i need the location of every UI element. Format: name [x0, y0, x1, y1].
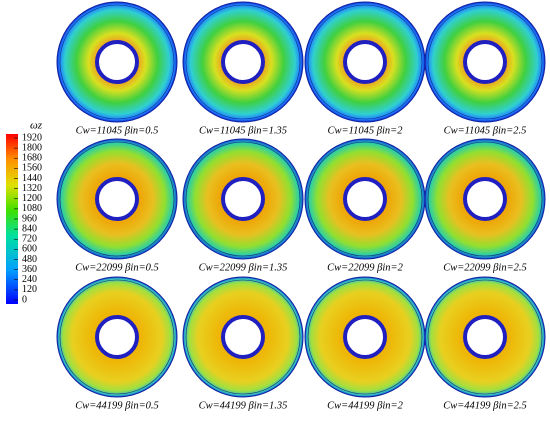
panel-caption: Cw=11045 βin=2.5	[444, 125, 527, 136]
hub	[221, 177, 265, 221]
disk-rim	[307, 141, 423, 257]
panel-caption: Cw=22099 βin=0.5	[75, 262, 159, 273]
disk-rim	[59, 279, 175, 395]
hub	[221, 315, 265, 359]
colorbar-title: ωz	[30, 120, 43, 132]
colorbar-label: 120	[22, 284, 37, 295]
colorbar-label: 480	[22, 254, 37, 265]
colorbar-label: 720	[22, 234, 37, 245]
disk-rim	[185, 141, 301, 257]
panel-caption: Cw=44199 βin=2.5	[443, 400, 527, 411]
colorbar-label: 1920	[22, 132, 42, 143]
panel-caption: Cw=44199 βin=2	[327, 400, 403, 411]
panel-caption: Cw=11045 βin=0.5	[76, 125, 159, 136]
colorbar-label: 0	[22, 294, 27, 305]
disk-rim	[59, 4, 175, 120]
colorbar-label: 1800	[22, 142, 42, 153]
panel-caption: Cw=22099 βin=2.5	[443, 262, 527, 273]
hub	[343, 40, 387, 84]
colorbar-label: 1440	[22, 173, 42, 184]
colorbar	[6, 134, 18, 304]
colorbar-label: 600	[22, 244, 37, 255]
panel-caption: Cw=22099 βin=1.35	[199, 262, 288, 273]
hub	[95, 315, 139, 359]
disk-rim	[59, 141, 175, 257]
colorbar-label: 840	[22, 223, 37, 234]
colorbar-label: 1560	[22, 163, 42, 174]
panel-caption: Cw=11045 βin=2	[328, 125, 404, 136]
panel-caption: Cw=44199 βin=0.5	[75, 400, 159, 411]
hub	[463, 40, 507, 84]
disk-rim	[185, 279, 301, 395]
colorbar-label: 1680	[22, 153, 42, 164]
panel-caption: Cw=44199 βin=1.35	[199, 400, 288, 411]
hub	[463, 177, 507, 221]
colorbar-label: 1080	[22, 203, 42, 214]
disk-rim	[427, 141, 543, 257]
disk-rim	[307, 279, 423, 395]
hub	[343, 315, 387, 359]
colorbar-label: 240	[22, 274, 37, 285]
colorbar-label: 960	[22, 213, 37, 224]
panel-caption: Cw=22099 βin=2	[327, 262, 403, 273]
hub	[221, 40, 265, 84]
colorbar-label: 1200	[22, 193, 42, 204]
disk-rim	[185, 4, 301, 120]
colorbar-label: 1320	[22, 183, 42, 194]
disk-rim	[307, 4, 423, 120]
hub	[343, 177, 387, 221]
hub	[95, 177, 139, 221]
disk-rim	[427, 4, 543, 120]
colorbar-label: 360	[22, 264, 37, 275]
hub	[463, 315, 507, 359]
disk-rim	[427, 279, 543, 395]
hub	[95, 40, 139, 84]
panel-caption: Cw=11045 βin=1.35	[199, 125, 287, 136]
